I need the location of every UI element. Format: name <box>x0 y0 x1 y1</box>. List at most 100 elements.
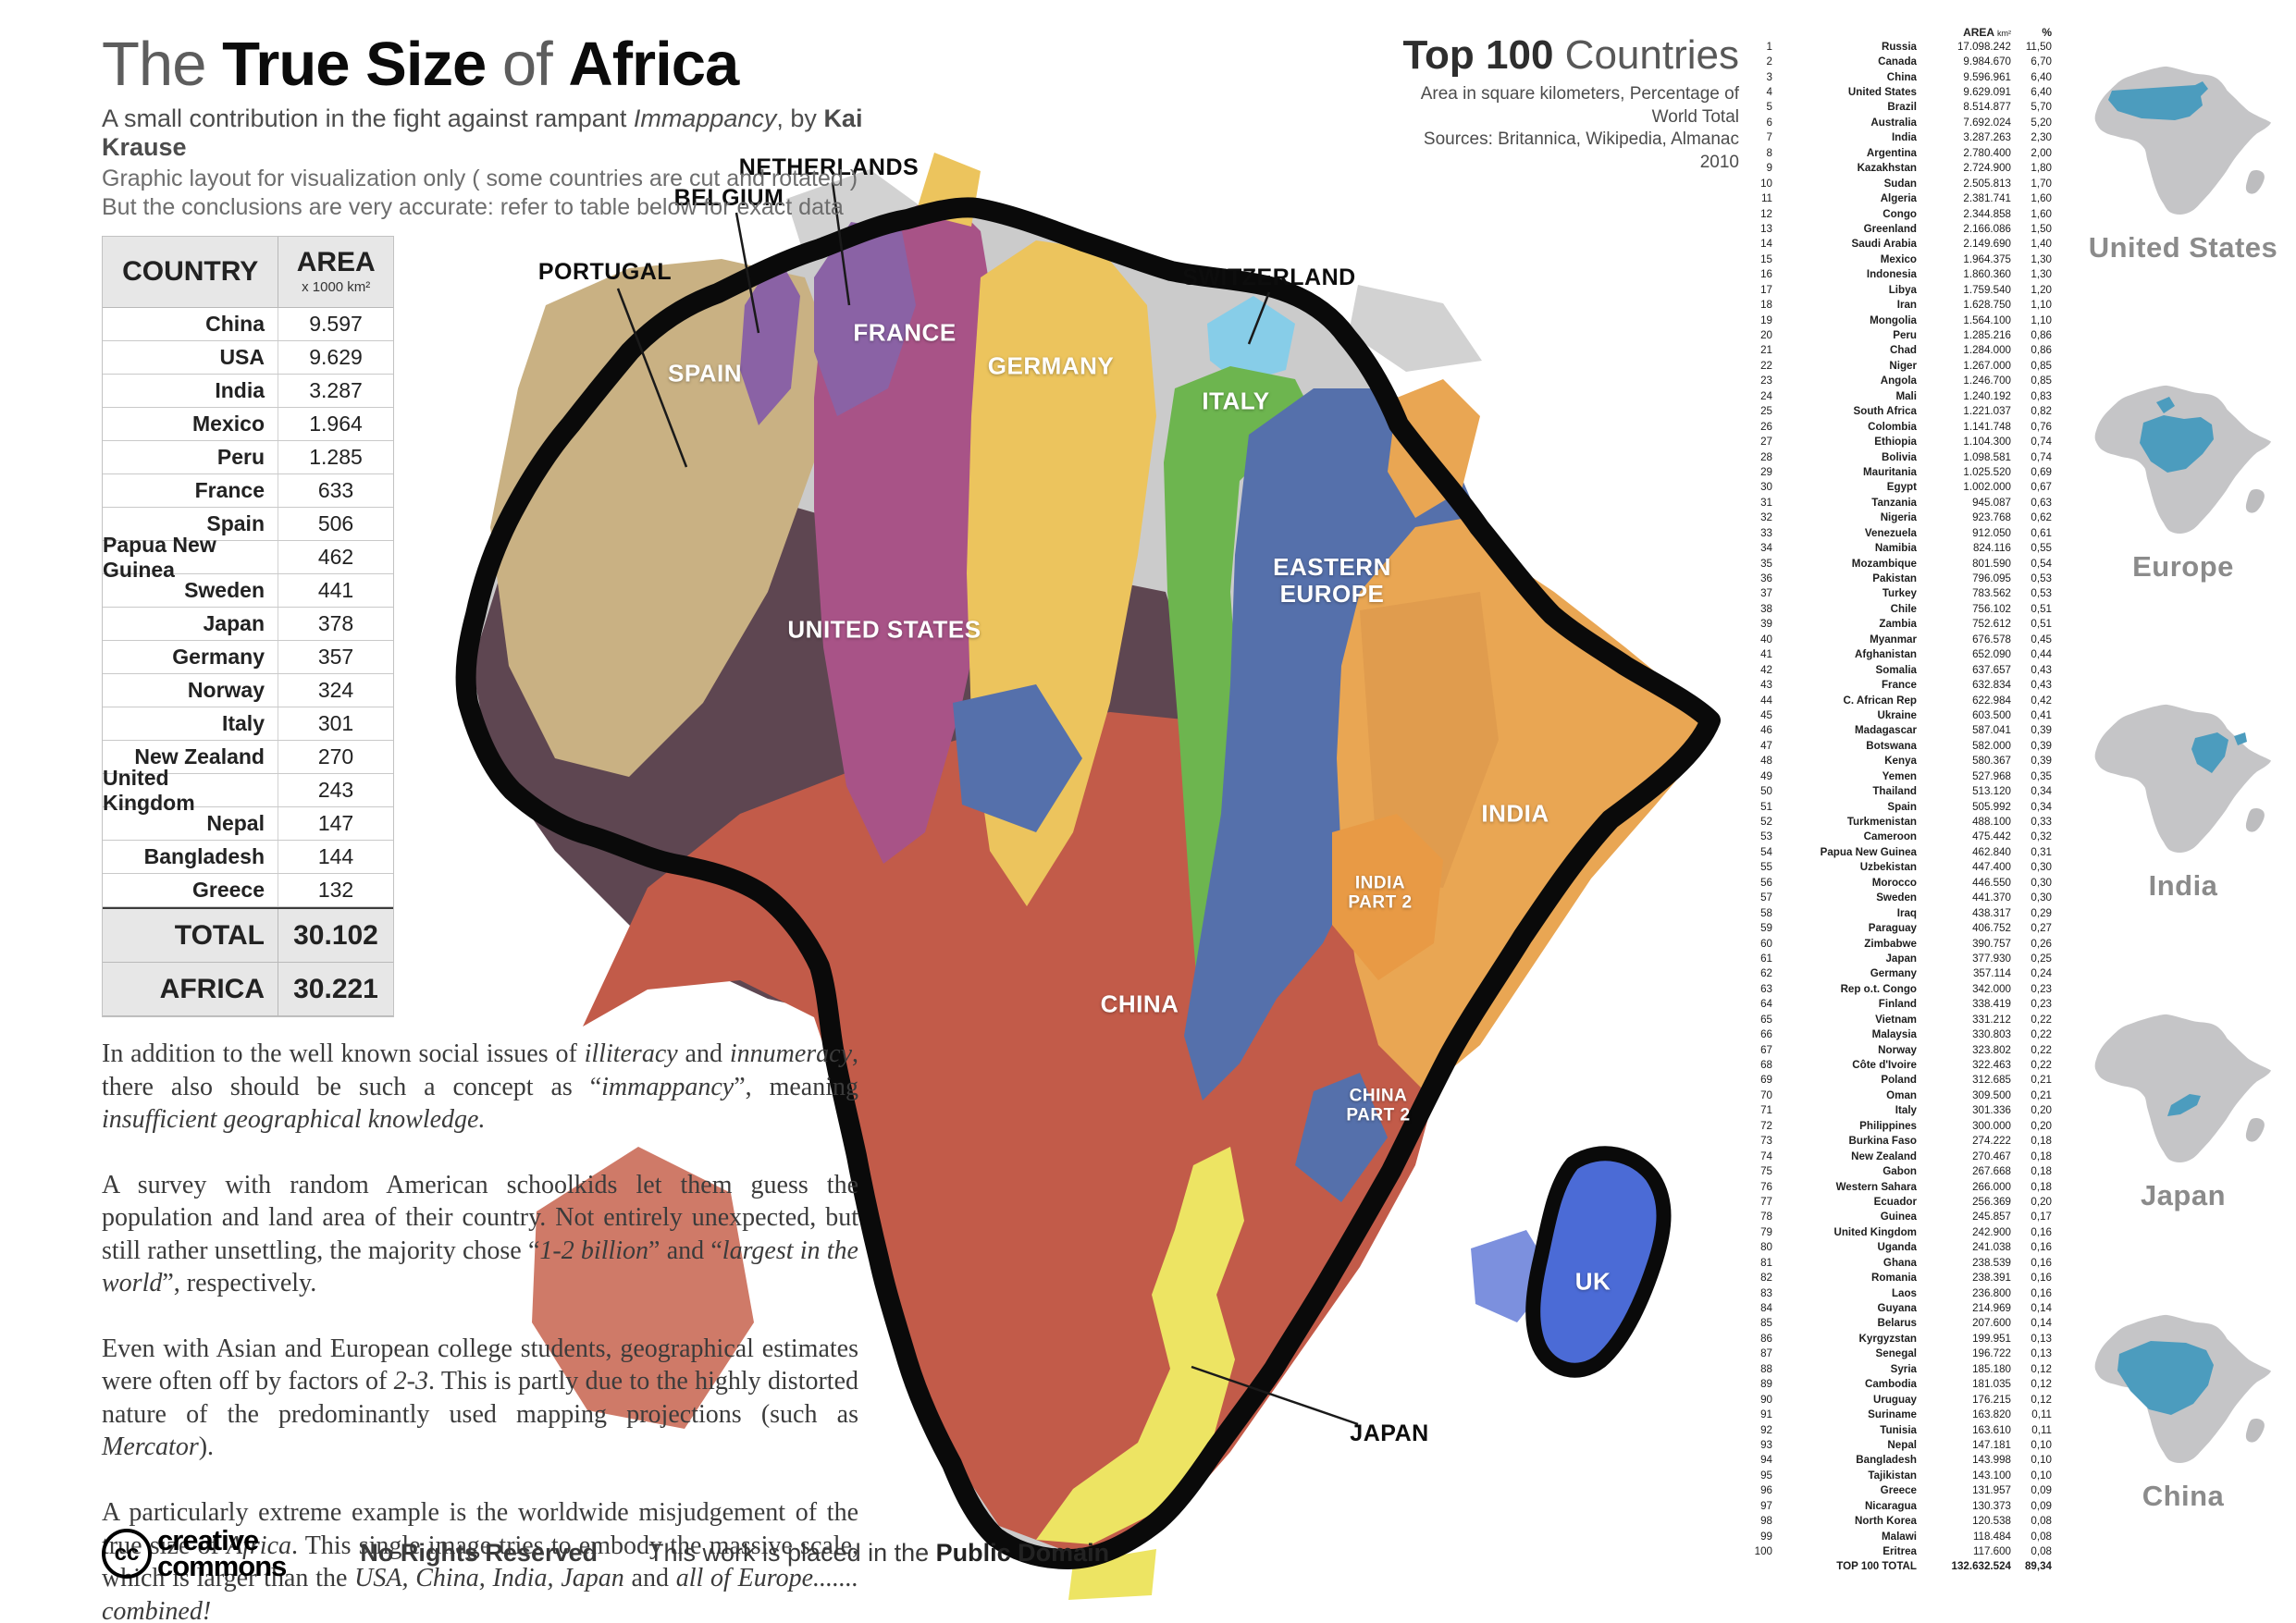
top100-row: 53 Cameroon 475.442 0,32 <box>1760 830 2052 843</box>
top100-row: 100 Eritrea 117.600 0,08 <box>1754 1545 2052 1558</box>
top100-row: 24 Mali 1.240.192 0,83 <box>1760 389 2052 402</box>
paragraph: In addition to the well known social iss… <box>102 1039 859 1135</box>
top100-row: 45 Ukraine 603.500 0,41 <box>1760 708 2052 721</box>
top100-row: 68 Côte d'Ivoire 322.463 0,22 <box>1760 1059 2052 1072</box>
cc-wordmark: creative commons <box>157 1524 287 1582</box>
top100-row: 36 Pakistan 796.095 0,53 <box>1760 572 2052 585</box>
paragraph: A survey with random American schoolkids… <box>102 1170 858 1298</box>
table-row: Sweden 441 <box>103 574 393 608</box>
highlight-japan <box>2167 1094 2201 1116</box>
top100-row: 88 Syria 185.180 0,12 <box>1760 1362 2052 1375</box>
top100-row: 35 Mozambique 801.590 0,54 <box>1760 557 2052 570</box>
paragraph: A particularly extreme example is the wo… <box>102 1498 859 1623</box>
mini-map-label: United States <box>2088 231 2278 264</box>
top100-header: Top 100 Countries Area in square kilomet… <box>1386 35 1739 175</box>
region-india-part2 <box>1332 814 1443 980</box>
title-of: of <box>486 30 569 99</box>
table-row: Norway 324 <box>103 674 393 707</box>
public-domain-statement: This work is placed in the Public Domain <box>648 1539 1110 1568</box>
title-block: The True Size of Africa A small contribu… <box>102 33 934 162</box>
top100-row: 85 Belarus 207.600 0,14 <box>1760 1317 2052 1330</box>
table-row: Japan 378 <box>103 608 393 641</box>
top100-row: 95 Tajikistan 143.100 0,10 <box>1760 1469 2052 1482</box>
top100-row: 89 Cambodia 181.035 0,12 <box>1760 1378 2052 1391</box>
table-row: Bangladesh 144 <box>103 841 393 874</box>
top100-row: 33 Venezuela 912.050 0,61 <box>1760 526 2052 539</box>
top100-row: 61 Japan 377.930 0,25 <box>1760 952 2052 965</box>
table-row: New Zealand 270 <box>103 741 393 774</box>
top100-row: 50 Thailand 513.120 0,34 <box>1760 785 2052 798</box>
table-row: France 633 <box>103 474 393 508</box>
top100-row: 34 Namibia 824.116 0,55 <box>1760 542 2052 555</box>
top100-row: 93 Nepal 147.181 0,10 <box>1760 1438 2052 1451</box>
body-text: In addition to the well known social iss… <box>102 1038 858 1623</box>
highlight-china <box>2117 1341 2214 1415</box>
top100-row: 78 Guinea 245.857 0,17 <box>1760 1211 2052 1223</box>
page-title: The True Size of Africa <box>102 33 934 95</box>
table-row: Peru 1.285 <box>103 441 393 474</box>
top100-row: 65 Vietnam 331.212 0,22 <box>1760 1013 2052 1026</box>
top100-row: 42 Somalia 637.657 0,43 <box>1760 663 2052 676</box>
top100-row: 9 Kazakhstan 2.724.900 1,80 <box>1766 162 2052 175</box>
table-row: India 3.287 <box>103 375 393 408</box>
top100-row: 20 Peru 1.285.216 0,86 <box>1760 329 2052 342</box>
top100-title: Top 100 Countries <box>1402 32 1739 78</box>
top100-body: 1 Russia 17.098.242 11,50 2 Canada 9.984.670 6,… <box>1747 39 2061 1559</box>
top100-row: 28 Bolivia 1.098.581 0,74 <box>1760 450 2052 463</box>
top100-row: 56 Morocco 446.550 0,30 <box>1760 876 2052 889</box>
top100-row: 31 Tanzania 945.087 0,63 <box>1760 496 2052 509</box>
top100-row: 86 Kyrgyzstan 199.951 0,13 <box>1760 1332 2052 1345</box>
top100-row: 44 C. African Rep 622.984 0,42 <box>1760 694 2052 707</box>
mini-map-japan: Japan <box>2080 1013 2287 1212</box>
top100-row: 15 Mexico 1.964.375 1,30 <box>1760 252 2052 265</box>
top100-row: 72 Philippines 300.000 0,20 <box>1760 1119 2052 1132</box>
top100-row: 14 Saudi Arabia 2.149.690 1,40 <box>1760 238 2052 251</box>
mini-map-europe: Europe <box>2080 384 2287 584</box>
top100-row: 76 Western Sahara 266.000 0,18 <box>1760 1180 2052 1193</box>
top100-row: 97 Nicaragua 130.373 0,09 <box>1760 1499 2052 1512</box>
table-row: China 9.597 <box>103 308 393 341</box>
title-the: The <box>102 30 223 99</box>
region-uk-madagascar <box>1533 1153 1663 1370</box>
table-row-total: TOTAL 30.102 <box>103 907 393 963</box>
top100-row: 49 Yemen 527.968 0,35 <box>1760 769 2052 782</box>
highlight-europe <box>2140 415 2214 473</box>
top100-row: 54 Papua New Guinea 462.840 0,31 <box>1760 845 2052 858</box>
rights-statement: No Rights Reserved <box>360 1539 598 1568</box>
top100-row: 73 Burkina Faso 274.222 0,18 <box>1760 1135 2052 1148</box>
top100-row: 66 Malaysia 330.803 0,22 <box>1760 1028 2052 1041</box>
mini-map-label: Europe <box>2132 550 2234 583</box>
table-row: Nepal 147 <box>103 807 393 841</box>
top100-row: 22 Niger 1.267.000 0,85 <box>1760 359 2052 372</box>
region-japan <box>1036 1147 1244 1544</box>
region-netherlands <box>814 222 916 416</box>
title-africa: Africa <box>568 30 739 99</box>
top100-row: 27 Ethiopia 1.104.300 0,74 <box>1760 436 2052 449</box>
top100-row: 3 China 9.596.961 6,40 <box>1766 70 2052 83</box>
table-header: COUNTRY AREA x 1000 km² <box>103 237 393 308</box>
top100-row: 59 Paraguay 406.752 0,27 <box>1760 922 2052 935</box>
top100-row: 55 Uzbekistan 447.400 0,30 <box>1760 861 2052 874</box>
top100-table: AREA km² % 1 Russia 17.098.242 11,50 2 Canada… <box>1747 17 2061 1574</box>
top100-row: 98 North Korea 120.538 0,08 <box>1760 1515 2052 1528</box>
top100-row: 94 Bangladesh 143.998 0,10 <box>1760 1454 2052 1467</box>
top100-row: 71 Italy 301.336 0,20 <box>1760 1104 2052 1117</box>
top100-row: 26 Colombia 1.141.748 0,76 <box>1760 420 2052 433</box>
top100-row: 18 Iran 1.628.750 1,10 <box>1760 299 2052 312</box>
top100-row: 16 Indonesia 1.860.360 1,30 <box>1760 268 2052 281</box>
top100-row: 81 Ghana 238.539 0,16 <box>1760 1256 2052 1269</box>
table-row-africa: AFRICA 30.221 <box>103 963 393 1016</box>
top100-row: 4 United States 9.629.091 6,40 <box>1766 86 2052 99</box>
top100-row: 63 Rep o.t. Congo 342.000 0,23 <box>1760 982 2052 995</box>
top100-row: 69 Poland 312.685 0,21 <box>1760 1074 2052 1087</box>
top100-row: 87 Senegal 196.722 0,13 <box>1760 1347 2052 1360</box>
top100-row: 79 United Kingdom 242.900 0,16 <box>1760 1225 2052 1238</box>
top100-row: 48 Kenya 580.367 0,39 <box>1760 755 2052 768</box>
subtitle: A small contribution in the fight agains… <box>102 105 863 161</box>
table-row: Germany 357 <box>103 641 393 674</box>
top100-row: 17 Libya 1.759.540 1,20 <box>1760 283 2052 296</box>
top100-row: 67 Norway 323.802 0,22 <box>1760 1043 2052 1056</box>
top100-row: 38 Chile 756.102 0,51 <box>1760 602 2052 615</box>
